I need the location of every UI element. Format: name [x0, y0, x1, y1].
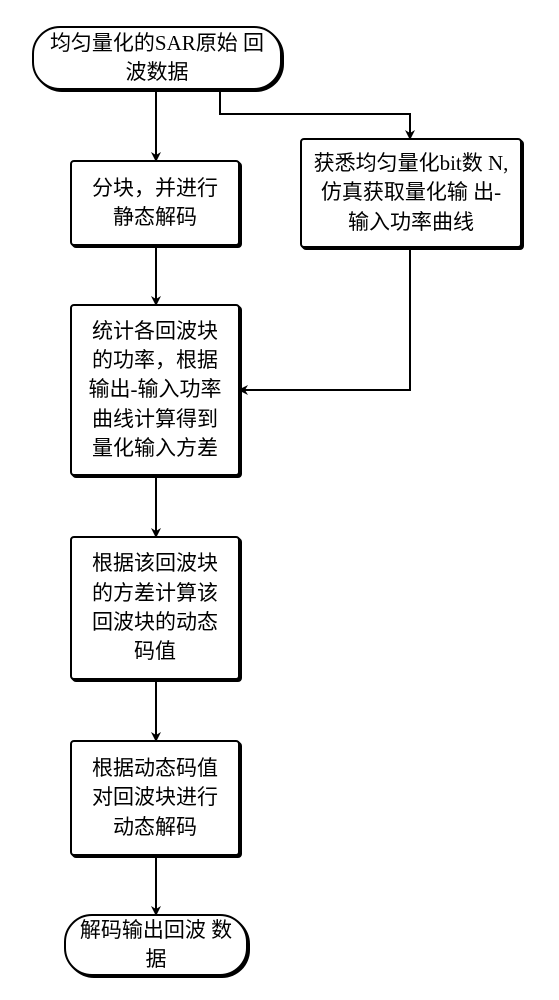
block-left2-label: 统计各回波块 的功率，根据 输出-输入功率 曲线计算得到 量化输入方差 — [82, 317, 228, 464]
end-label: 解码输出回波 数据 — [76, 916, 236, 975]
block-left2: 统计各回波块 的功率，根据 输出-输入功率 曲线计算得到 量化输入方差 — [70, 304, 240, 476]
block-left1-label: 分块，并进行 静态解码 — [82, 174, 228, 233]
block-left3: 根据该回波块 的方差计算该 回波块的动态 码值 — [70, 536, 240, 680]
arrow — [240, 248, 410, 390]
block-left4-label: 根据动态码值 对回波块进行 动态解码 — [82, 754, 228, 842]
block-right-label: 获悉均匀量化bit数 N,仿真获取量化输 出-输入功率曲线 — [312, 149, 510, 237]
block-left1: 分块，并进行 静态解码 — [70, 160, 240, 246]
block-right: 获悉均匀量化bit数 N,仿真获取量化输 出-输入功率曲线 — [300, 138, 522, 248]
block-left3-label: 根据该回波块 的方差计算该 回波块的动态 码值 — [82, 549, 228, 667]
block-left4: 根据动态码值 对回波块进行 动态解码 — [70, 740, 240, 856]
start-node: 均匀量化的SAR原始 回波数据 — [32, 26, 282, 90]
arrow — [220, 90, 410, 138]
start-label: 均匀量化的SAR原始 回波数据 — [44, 29, 270, 88]
end-node: 解码输出回波 数据 — [64, 914, 248, 976]
